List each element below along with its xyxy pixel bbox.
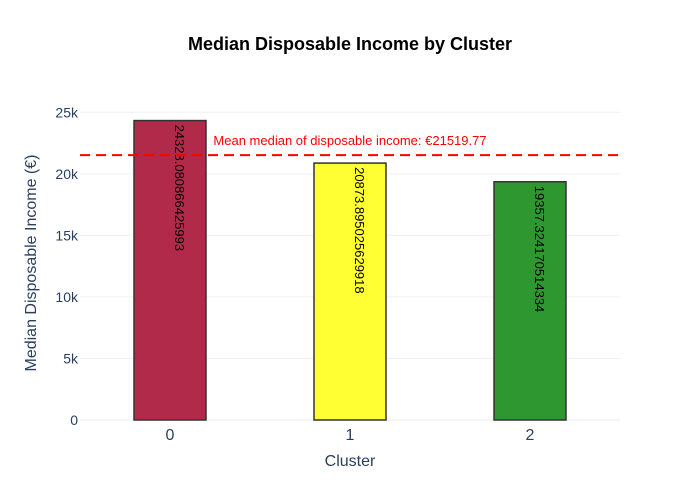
y-tick-label: 25k bbox=[55, 104, 79, 120]
bar-cluster-0 bbox=[133, 119, 207, 421]
y-tick-label: 0 bbox=[70, 412, 78, 428]
x-axis-ticks: 0 1 2 bbox=[166, 427, 535, 444]
x-axis-title: Cluster bbox=[325, 453, 376, 470]
bar-value-label: 20873.895025629918 bbox=[352, 167, 367, 294]
bars bbox=[133, 119, 567, 421]
y-tick-label: 20k bbox=[55, 166, 79, 182]
y-tick-label: 15k bbox=[55, 227, 79, 243]
y-axis-title: Median Disposable Income (€) bbox=[23, 155, 40, 372]
x-tick-label: 1 bbox=[346, 427, 355, 444]
y-tick-label: 10k bbox=[55, 289, 79, 305]
x-tick-label: 0 bbox=[166, 427, 175, 444]
y-axis-ticks: 0 5k 10k 15k 20k 25k bbox=[55, 104, 79, 428]
chart-title: Median Disposable Income by Cluster bbox=[188, 34, 512, 54]
bar-cluster-1 bbox=[313, 162, 387, 421]
bar-value-label: 24328.080866425993 bbox=[172, 125, 187, 252]
bar-value-labels: 24328.080866425993 20873.895025629918 1935… bbox=[172, 125, 547, 313]
bar-value-label: 19357.324170514334 bbox=[532, 186, 547, 313]
reference-line-group: Mean median of disposable income: €21519… bbox=[80, 133, 620, 157]
y-tick-label: 5k bbox=[63, 350, 79, 366]
x-tick-label: 2 bbox=[526, 427, 535, 444]
bar-cluster-2 bbox=[493, 181, 567, 421]
mean-reference-label: Mean median of disposable income: €21519… bbox=[213, 133, 486, 148]
